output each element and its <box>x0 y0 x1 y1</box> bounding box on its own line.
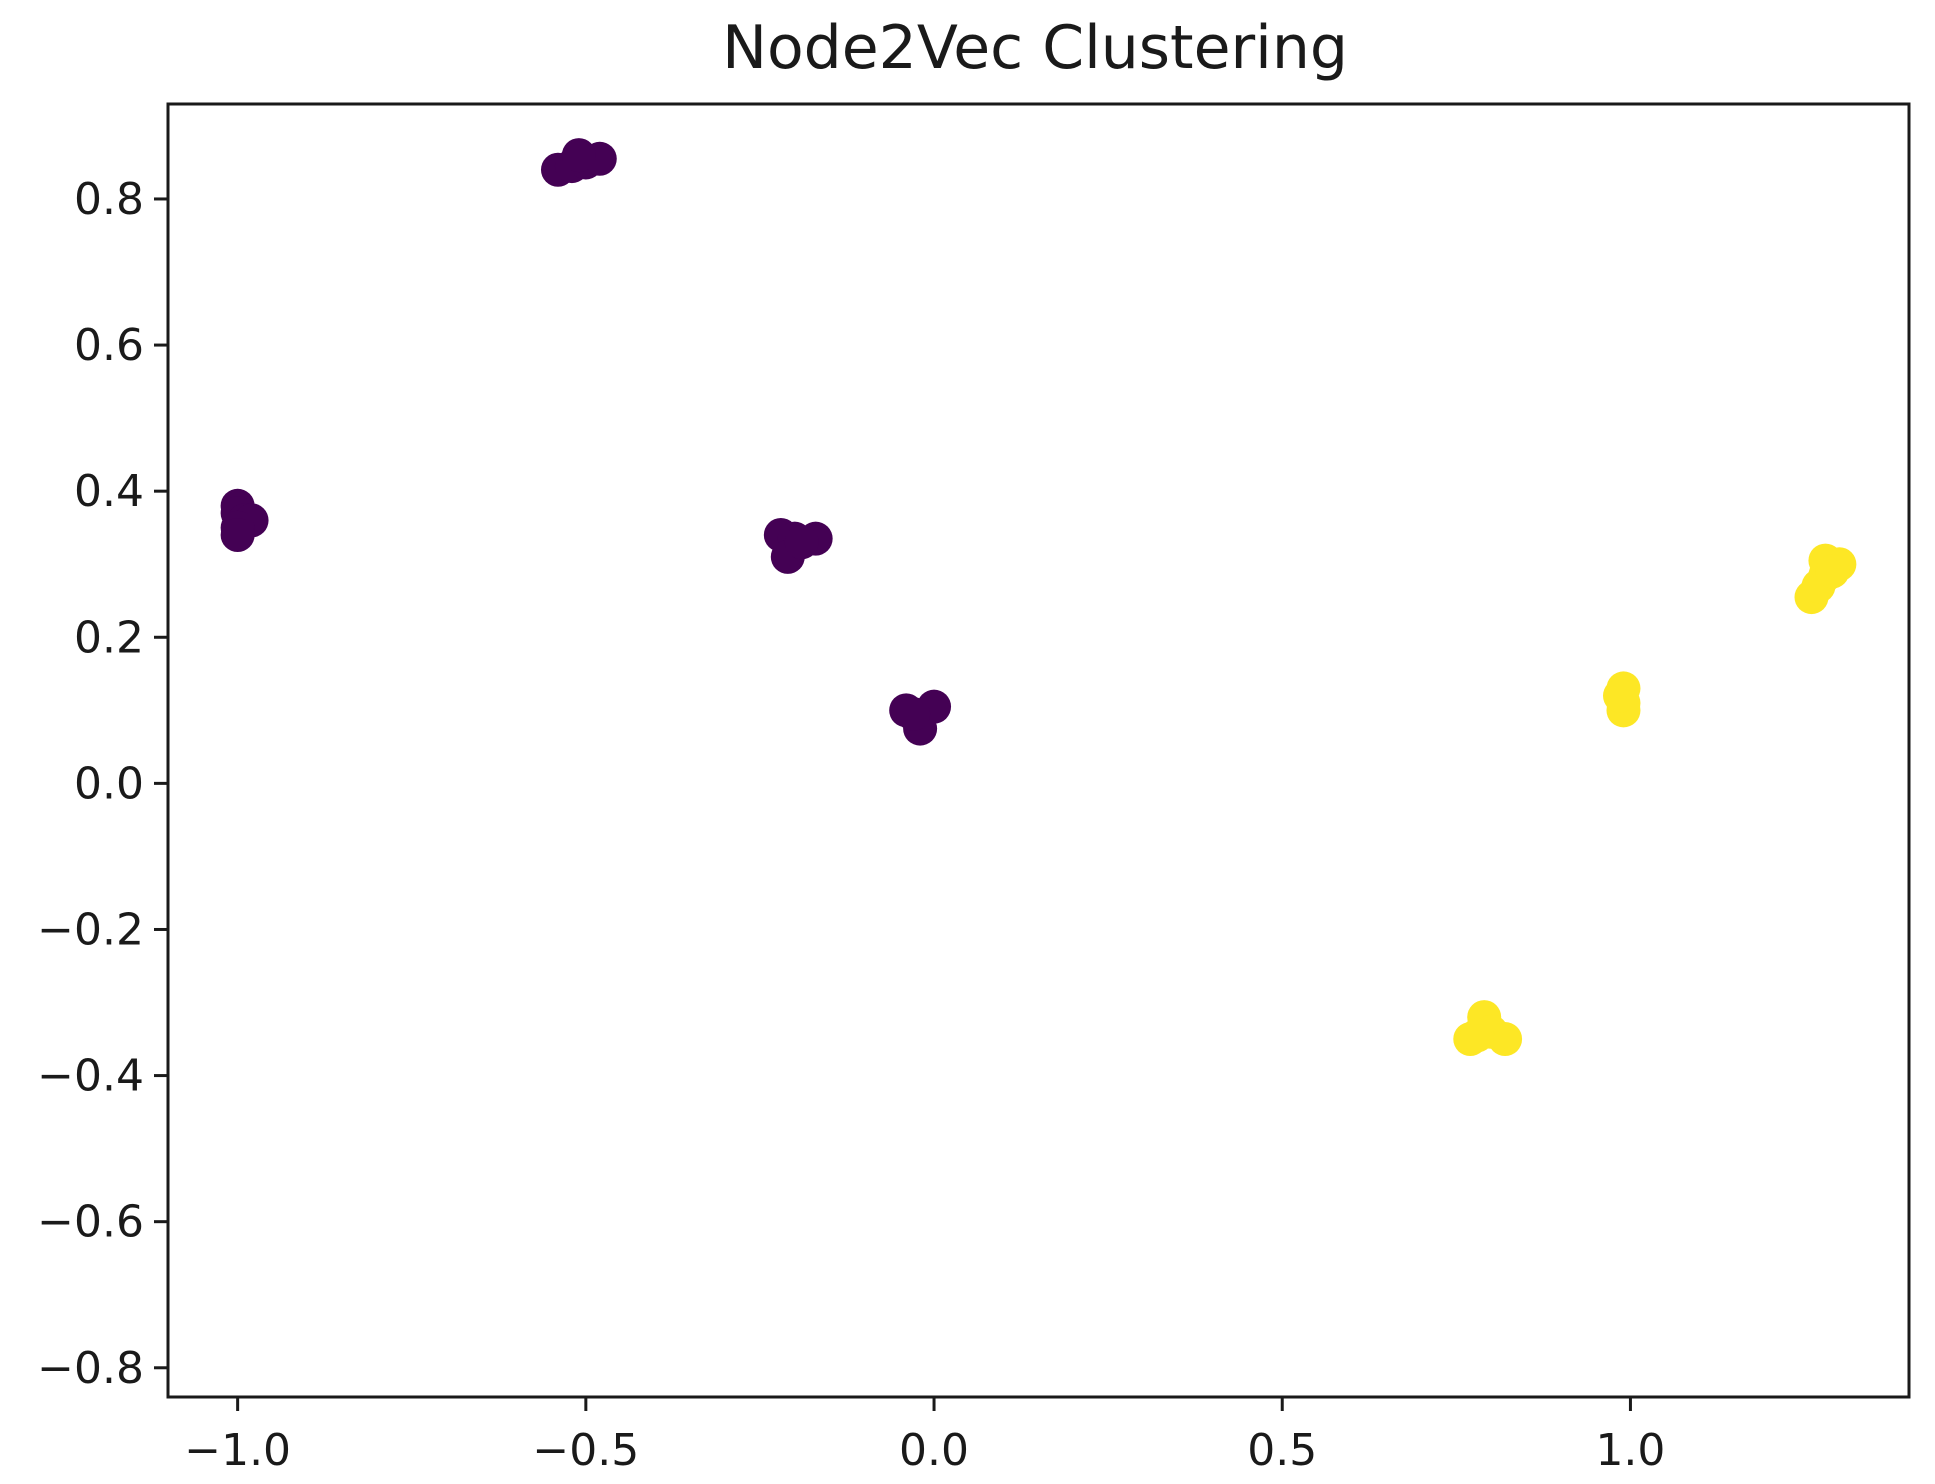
x-axis: −1.0 −0.5 0.0 0.5 1.0 <box>184 1397 1665 1476</box>
x-tick-label: 0.0 <box>899 1425 969 1476</box>
y-tick-label: −0.4 <box>37 1051 144 1102</box>
plot-area <box>220 138 1857 1057</box>
scatter-point-cluster-0 <box>561 138 596 173</box>
scatter-point-cluster-0 <box>220 518 255 552</box>
y-tick-label: 0.8 <box>74 174 144 225</box>
y-tick-label: −0.6 <box>37 1197 144 1248</box>
scatter-point-cluster-1 <box>1460 1018 1495 1053</box>
chart-title: Node2Vec Clustering <box>722 13 1348 83</box>
axes-frame <box>166 102 1911 1399</box>
x-tick-label: 1.0 <box>1595 1425 1665 1476</box>
x-tick-label: −0.5 <box>532 1425 639 1476</box>
scatter-point-cluster-1 <box>1602 678 1637 713</box>
x-tick-label: −1.0 <box>184 1425 291 1476</box>
scatter-point-cluster-0 <box>784 525 819 560</box>
y-tick-label: 0.4 <box>74 466 144 517</box>
y-tick-label: −0.2 <box>37 904 144 955</box>
y-axis: 0.8 0.6 0.4 0.2 0.0 −0.2 −0.4 −0.6 −0.8 <box>37 174 168 1394</box>
y-tick-label: 0.6 <box>74 320 144 371</box>
scatter-point-cluster-1 <box>1488 1022 1523 1057</box>
y-tick-label: −0.8 <box>37 1343 144 1394</box>
scatter-point-cluster-1 <box>1815 554 1850 589</box>
y-tick-label: 0.2 <box>74 612 144 663</box>
x-tick-label: 0.5 <box>1247 1425 1317 1476</box>
scatter-point-cluster-0 <box>896 696 931 731</box>
y-tick-label: 0.0 <box>74 758 144 809</box>
